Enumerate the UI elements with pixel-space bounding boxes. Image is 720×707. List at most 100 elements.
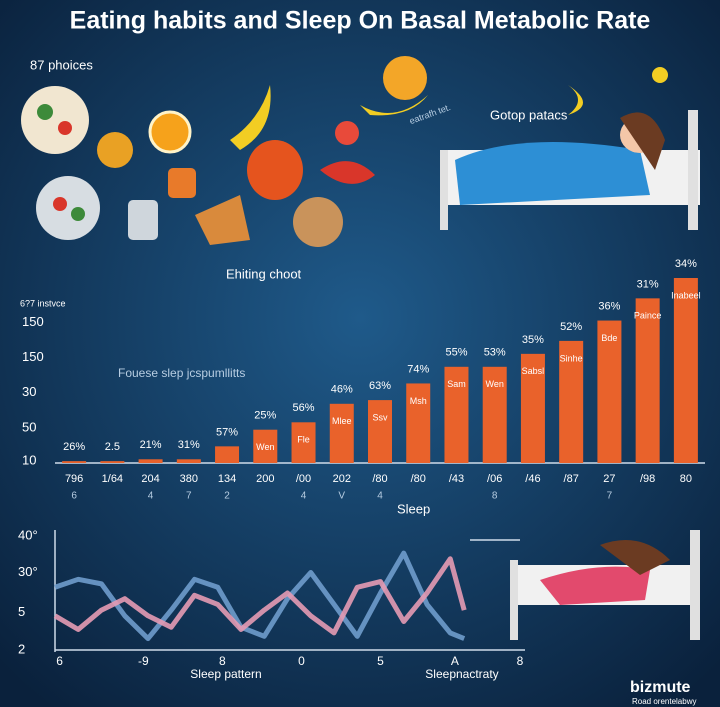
x-tick-label: 8 <box>517 654 524 668</box>
x-tick-label: -9 <box>138 654 149 668</box>
y-tick-label: 5 <box>18 604 25 619</box>
legend-label: Sleepnactraty <box>425 667 498 681</box>
x-second-label: 7 <box>186 491 192 502</box>
y-caption: 6?7 instvce <box>20 298 66 308</box>
x-tick-label: /46 <box>525 473 540 485</box>
y-tick-label: 10 <box>22 453 36 468</box>
bar-inner-label: Fle <box>297 435 310 445</box>
x-tick-label: /00 <box>296 473 311 485</box>
bar <box>635 298 660 463</box>
bar <box>253 429 278 463</box>
bar-top-label: 56% <box>293 402 315 414</box>
brand-tagline: Road orentelabwy <box>632 697 696 706</box>
bar <box>406 383 431 463</box>
x-second-label: 4 <box>377 491 383 502</box>
bar <box>597 320 622 463</box>
bar <box>329 403 354 463</box>
bar-top-label: 34% <box>675 258 697 270</box>
x-tick-label: 134 <box>218 473 236 485</box>
bar-top-label: 57% <box>216 426 238 438</box>
x-second-label: 4 <box>301 491 307 502</box>
x-tick-label: 1/64 <box>102 473 123 485</box>
bar-top-label: 25% <box>254 410 276 422</box>
y-tick-label: 40° <box>18 527 38 542</box>
line <box>53 556 467 636</box>
bar <box>291 422 316 463</box>
bar-inner-label: Bde <box>601 333 617 343</box>
eating-label: Ehiting choot <box>226 266 302 281</box>
bar-inner-label: Inabeel <box>671 290 701 300</box>
bar <box>673 278 698 463</box>
x-second-label: 6 <box>71 491 77 502</box>
bar-top-label: 21% <box>140 439 162 451</box>
bar <box>62 461 87 463</box>
y-tick-label: 2 <box>18 641 25 656</box>
x-second-label: 8 <box>492 491 498 502</box>
y-tick-label: 150 <box>22 349 44 364</box>
x-tick-label: 6 <box>56 654 63 668</box>
bed-label: Gotop patacs <box>490 107 568 122</box>
food-label: 87 phoices <box>30 57 93 72</box>
bar-top-label: 46% <box>331 384 353 396</box>
bar <box>444 366 469 463</box>
x-tick-label: 8 <box>219 654 226 668</box>
x-tick-label: /80 <box>411 473 426 485</box>
title: Eating habits and Sleep On Basal Metabol… <box>70 7 651 35</box>
x-tick-label: 0 <box>298 654 305 668</box>
x-tick-label: /80 <box>372 473 387 485</box>
bar-top-label: 2.5 <box>105 441 120 453</box>
y-tick-label: 50 <box>22 419 36 434</box>
bar-top-label: 26% <box>63 441 85 453</box>
bar <box>215 446 240 463</box>
bar-top-label: 63% <box>369 380 391 392</box>
bar-inner-label: Msh <box>410 396 427 406</box>
skyline-label: Fouese slep jcspumllitts <box>118 366 245 380</box>
bar-inner-label: Ssv <box>372 412 388 422</box>
x-tick-label: 202 <box>333 473 351 485</box>
bar-top-label: 35% <box>522 334 544 346</box>
bar <box>100 461 125 463</box>
x-tick-label: 80 <box>680 473 692 485</box>
food-illustrations <box>21 56 428 247</box>
bar-inner-label: Wen <box>486 379 504 389</box>
bar <box>559 340 584 463</box>
bar <box>176 459 201 463</box>
bar-inner-label: Sam <box>447 379 466 389</box>
y-tick-label: 150 <box>22 314 44 329</box>
bar-inner-label: Mlee <box>332 416 352 426</box>
bar-top-label: 31% <box>178 439 200 451</box>
bar-top-label: 31% <box>637 278 659 290</box>
y-tick-label: 30° <box>18 564 38 579</box>
bed-illustration <box>440 67 700 640</box>
x-tick-label: A <box>451 654 459 668</box>
bar <box>520 353 545 463</box>
bar-inner-label: Sinhe <box>560 353 583 363</box>
bar-inner-label: Wen <box>256 442 274 452</box>
x-tick-label: 27 <box>603 473 615 485</box>
bar-top-label: 52% <box>560 321 582 333</box>
bar-top-label: 55% <box>445 347 467 359</box>
bar-top-label: 36% <box>598 300 620 312</box>
bar <box>482 366 507 463</box>
x-second-label: V <box>338 491 345 502</box>
bar-top-label: 74% <box>407 363 429 375</box>
x-second-label: 7 <box>607 491 613 502</box>
sleep-label: Sleep <box>397 501 430 516</box>
brand-name: bizmute <box>630 679 691 696</box>
x-tick-label: /06 <box>487 473 502 485</box>
bar-inner-label: Sabsl <box>522 366 545 376</box>
line <box>54 550 466 642</box>
x-second-label: 2 <box>224 491 230 502</box>
x-second-label: 4 <box>148 491 154 502</box>
bar <box>138 459 163 463</box>
bar <box>368 400 392 463</box>
y-tick-label: 30 <box>22 384 36 399</box>
x-tick-label: /87 <box>564 473 579 485</box>
x-tick-label: /98 <box>640 473 655 485</box>
bar-top-label: 53% <box>484 347 506 359</box>
x-tick-label: 204 <box>141 473 159 485</box>
bar-inner-label: Paince <box>634 311 662 321</box>
x-tick-label: 796 <box>65 473 83 485</box>
x-tick-label: 5 <box>377 654 384 668</box>
